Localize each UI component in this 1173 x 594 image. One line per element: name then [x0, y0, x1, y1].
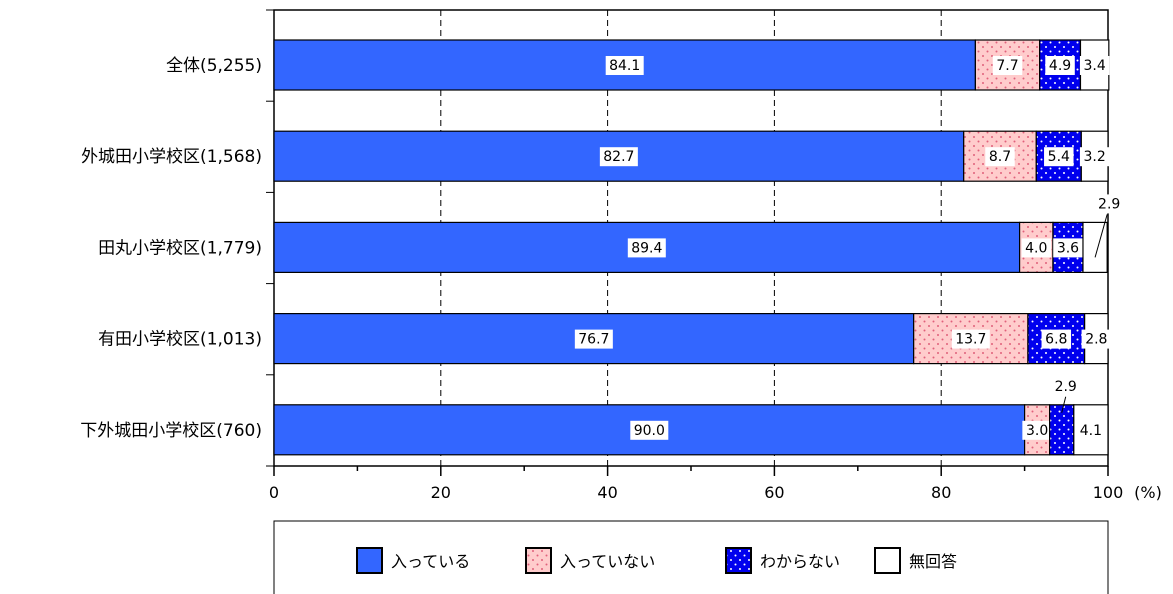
legend-swatch: [874, 547, 901, 574]
value-label-bg: [605, 56, 644, 75]
plot-area: 0 20 40 60 80 100 (%) 全体(5,255) 84.1 7.7 4.9 3.4 外城田…: [80, 9, 1162, 502]
x-tick-label: 0: [269, 483, 279, 502]
value-label-bg: [1021, 238, 1052, 258]
leader-line: [1094, 214, 1108, 258]
value-label-bg: [992, 56, 1023, 75]
leader-line: [1061, 396, 1067, 413]
value-label-bg: [574, 329, 613, 349]
category-label: 下外城田小学校区(760): [80, 421, 262, 441]
value-label-bg: [1081, 329, 1112, 349]
x-tick-label: 40: [597, 483, 617, 502]
bar-segment: [1082, 221, 1108, 273]
category-label: 田丸小学校区(1,779): [98, 238, 262, 258]
value-label: 4.9: [1049, 58, 1071, 74]
value-label: 2.9: [1055, 379, 1077, 395]
value-label-bg: [1079, 147, 1110, 167]
value-label: 13.7: [955, 332, 986, 348]
value-label: 4.1: [1080, 423, 1102, 439]
x-tick-label: 20: [431, 483, 451, 502]
value-label: 90.0: [634, 423, 665, 439]
x-tick-label: 60: [764, 483, 784, 502]
category-label: 全体(5,255): [166, 56, 262, 76]
value-label: 8.7: [989, 149, 1011, 165]
legend-box: [273, 520, 1109, 594]
value-label-bg: [1044, 147, 1074, 167]
value-label-bg: [1053, 238, 1083, 258]
value-label-bg: [951, 329, 990, 349]
legend-label: 入っている: [391, 552, 470, 571]
value-label: 3.6: [1057, 240, 1079, 256]
bar-segment: [1049, 404, 1075, 456]
x-tick-label: 80: [931, 483, 951, 502]
legend-label: 入っていない: [560, 552, 655, 571]
legend-label: 無回答: [909, 552, 957, 571]
value-label-bg: [985, 147, 1015, 167]
value-label: 89.4: [631, 240, 662, 256]
category-label: 有田小学校区(1,013): [98, 330, 262, 350]
value-label-bg: [1045, 56, 1075, 75]
value-label: 7.7: [996, 58, 1018, 74]
value-label: 82.7: [603, 149, 634, 165]
value-label: 2.9: [1098, 196, 1120, 212]
value-label: 5.4: [1048, 149, 1070, 165]
value-label: 2.8: [1085, 332, 1107, 348]
value-label-bg: [1076, 420, 1106, 440]
value-label-bg: [1094, 194, 1124, 214]
value-label-bg: [1022, 420, 1052, 440]
value-label-bg: [1041, 329, 1072, 349]
x-unit-label: (%): [1134, 483, 1162, 502]
value-label: 84.1: [609, 58, 640, 74]
value-label: 3.0: [1026, 423, 1048, 439]
x-tick-label: 100: [1093, 483, 1124, 502]
value-label-bg: [1079, 56, 1110, 75]
value-label: 76.7: [578, 332, 609, 348]
legend: 入っている 入っていない わからない 無回答: [273, 520, 1109, 594]
value-label: 3.2: [1084, 149, 1106, 165]
value-label-bg: [599, 147, 638, 167]
legend-swatch: [356, 547, 383, 574]
category-label: 外城田小学校区(1,568): [81, 147, 262, 167]
value-label-bg: [630, 420, 669, 440]
legend-label: わからない: [760, 552, 840, 571]
legend-swatch: [725, 547, 752, 574]
value-label: 3.4: [1084, 58, 1106, 74]
value-label: 4.0: [1025, 240, 1047, 256]
value-label-bg: [627, 238, 666, 258]
value-label-bg: [1050, 376, 1081, 396]
legend-swatch: [525, 547, 552, 574]
value-label: 6.8: [1045, 332, 1067, 348]
